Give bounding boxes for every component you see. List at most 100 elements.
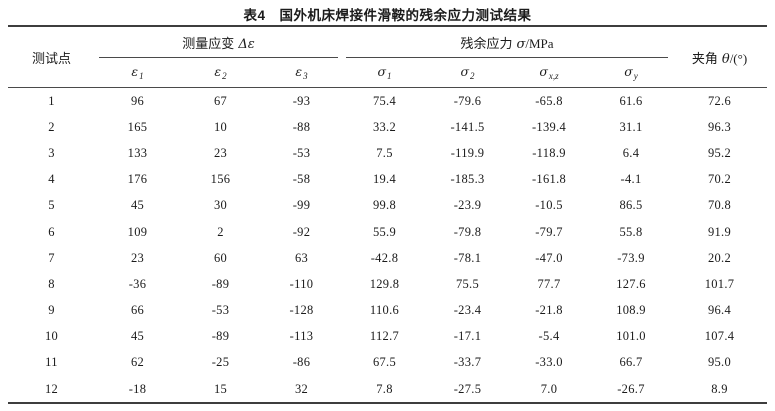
cell-angle: 8.9 bbox=[711, 381, 728, 396]
cell-e3: -58 bbox=[292, 172, 311, 187]
cell-point: 8 bbox=[48, 276, 55, 291]
cell-e1: -36 bbox=[128, 276, 147, 291]
table-row: 12 -18 15 32 7.8 -27.5 7.0 -26.7 8.9 bbox=[8, 376, 767, 403]
cell-e1: 66 bbox=[130, 303, 145, 318]
col-header-angle: 夹角 θ/(°) bbox=[672, 26, 767, 88]
cell-e1: 96 bbox=[130, 93, 145, 108]
cell-e3: -92 bbox=[292, 224, 311, 239]
cell-e3: 63 bbox=[294, 250, 309, 265]
cell-e2: 15 bbox=[213, 381, 228, 396]
cell-e2: 23 bbox=[213, 145, 228, 160]
cell-point: 1 bbox=[48, 93, 55, 108]
col-header-epsilon-1: ε1 bbox=[95, 58, 180, 88]
header-group-row: 测试点 测量应变 Δε 残余应力 σ/MPa 夹角 θ/(°) bbox=[8, 26, 767, 88]
sigma-symbol: σ bbox=[516, 37, 526, 52]
cell-sy: 127.6 bbox=[616, 276, 646, 291]
cell-sxz: -118.9 bbox=[532, 145, 566, 160]
table-row: 9 66 -53 -128 110.6 -23.4 -21.8 108.9 96.4 bbox=[8, 298, 767, 324]
col-header-sigma-1: σ1 bbox=[342, 58, 427, 88]
cell-s2: 75.5 bbox=[455, 276, 480, 291]
strain-group-label: 测量应变 bbox=[182, 36, 235, 51]
cell-s2: -79.8 bbox=[453, 224, 482, 239]
cell-e3: -88 bbox=[292, 119, 311, 134]
cell-angle: 101.7 bbox=[704, 276, 735, 291]
table-row: 7 23 60 63 -42.8 -78.1 -47.0 -73.9 20.2 bbox=[8, 245, 767, 271]
col-header-test-point: 测试点 bbox=[8, 26, 95, 88]
cell-e1: 23 bbox=[130, 250, 145, 265]
cell-sy: 108.9 bbox=[616, 303, 646, 318]
cell-e3: -99 bbox=[292, 198, 311, 213]
stress-group-heading: 残余应力 σ/MPa bbox=[346, 27, 668, 58]
cell-sy: 101.0 bbox=[616, 329, 646, 344]
cell-sy: 66.7 bbox=[619, 355, 643, 370]
symbol-subscript: 3 bbox=[303, 71, 308, 82]
angle-unit: /(°) bbox=[729, 50, 748, 66]
cell-angle: 70.2 bbox=[707, 172, 732, 187]
greek-symbol: σ bbox=[460, 63, 470, 79]
col-header-epsilon-3: ε3 bbox=[261, 58, 342, 88]
cell-e1: 45 bbox=[130, 329, 145, 344]
cell-s1: 33.2 bbox=[372, 119, 397, 134]
cell-e1: 176 bbox=[127, 172, 148, 187]
cell-s1: 7.8 bbox=[376, 381, 393, 396]
cell-s1: 7.5 bbox=[376, 145, 393, 160]
cell-s1: 112.7 bbox=[369, 329, 400, 344]
col-group-strain: 测量应变 Δε bbox=[95, 26, 342, 58]
cell-sxz: -33.0 bbox=[535, 355, 563, 370]
table-row: 10 45 -89 -113 112.7 -17.1 -5.4 101.0 107.4 bbox=[8, 324, 767, 350]
cell-sxz: -65.8 bbox=[535, 93, 563, 108]
cell-s2: -79.6 bbox=[453, 93, 482, 108]
cell-e1: 133 bbox=[127, 145, 148, 160]
cell-angle: 70.8 bbox=[707, 198, 732, 213]
cell-s2: -185.3 bbox=[450, 172, 485, 187]
cell-e2: -25 bbox=[211, 355, 230, 370]
theta-symbol: θ bbox=[721, 51, 730, 67]
cell-e1: 62 bbox=[130, 355, 145, 370]
cell-angle: 107.4 bbox=[704, 329, 735, 344]
table-row: 11 62 -25 -86 67.5 -33.7 -33.0 66.7 95.0 bbox=[8, 350, 767, 376]
cell-s2: -33.7 bbox=[453, 355, 482, 370]
symbol-subscript: 1 bbox=[139, 71, 144, 82]
cell-e3: -86 bbox=[292, 355, 311, 370]
cell-angle: 91.9 bbox=[707, 224, 732, 239]
cell-e3: 32 bbox=[294, 381, 309, 396]
cell-e2: 30 bbox=[213, 198, 228, 213]
cell-angle: 96.4 bbox=[707, 303, 732, 318]
cell-s1: 67.5 bbox=[372, 355, 397, 370]
table-row: 5 45 30 -99 99.8 -23.9 -10.5 86.5 70.8 bbox=[8, 193, 767, 219]
delta-epsilon-symbol: Δε bbox=[238, 37, 255, 52]
cell-e3: -53 bbox=[292, 145, 311, 160]
stress-unit: /MPa bbox=[525, 36, 554, 51]
cell-e2: 60 bbox=[213, 250, 228, 265]
symbol-subscript: 1 bbox=[387, 71, 392, 82]
table-row: 4 176 156 -58 19.4 -185.3 -161.8 -4.1 70.2 bbox=[8, 167, 767, 193]
cell-s2: -78.1 bbox=[453, 250, 482, 265]
cell-s1: 129.8 bbox=[369, 276, 400, 291]
col-header-sigma-y: σy bbox=[590, 58, 672, 88]
cell-point: 9 bbox=[48, 303, 55, 318]
cell-e3: -113 bbox=[289, 329, 314, 344]
cell-s2: -141.5 bbox=[450, 119, 485, 134]
greek-symbol: ε bbox=[214, 63, 222, 79]
cell-s1: 55.9 bbox=[372, 224, 397, 239]
cell-sxz: -79.7 bbox=[535, 224, 563, 239]
sub-header-row: ε1 ε2 ε3 σ1 σ2 σx,z σy bbox=[8, 58, 767, 88]
table-row: 1 96 67 -93 75.4 -79.6 -65.8 61.6 72.6 bbox=[8, 88, 767, 115]
angle-label: 夹角 bbox=[691, 50, 718, 66]
table-body: 1 96 67 -93 75.4 -79.6 -65.8 61.6 72.6 2 165 10 -88 3… bbox=[8, 88, 767, 404]
col-group-stress: 残余应力 σ/MPa bbox=[342, 26, 672, 58]
cell-s2: -23.4 bbox=[453, 303, 482, 318]
cell-s2: -17.1 bbox=[453, 329, 482, 344]
cell-s1: 19.4 bbox=[372, 172, 397, 187]
col-header-sigma-2: σ2 bbox=[427, 58, 508, 88]
cell-point: 7 bbox=[48, 250, 55, 265]
cell-sy: 55.8 bbox=[619, 224, 643, 239]
cell-e2: 2 bbox=[217, 224, 224, 239]
cell-e3: -93 bbox=[292, 93, 311, 108]
cell-e1: 109 bbox=[127, 224, 148, 239]
greek-symbol: ε bbox=[295, 63, 303, 79]
stress-group-label: 残余应力 bbox=[460, 36, 513, 51]
table-number: 表4 bbox=[243, 8, 266, 23]
cell-s1: 110.6 bbox=[369, 303, 400, 318]
